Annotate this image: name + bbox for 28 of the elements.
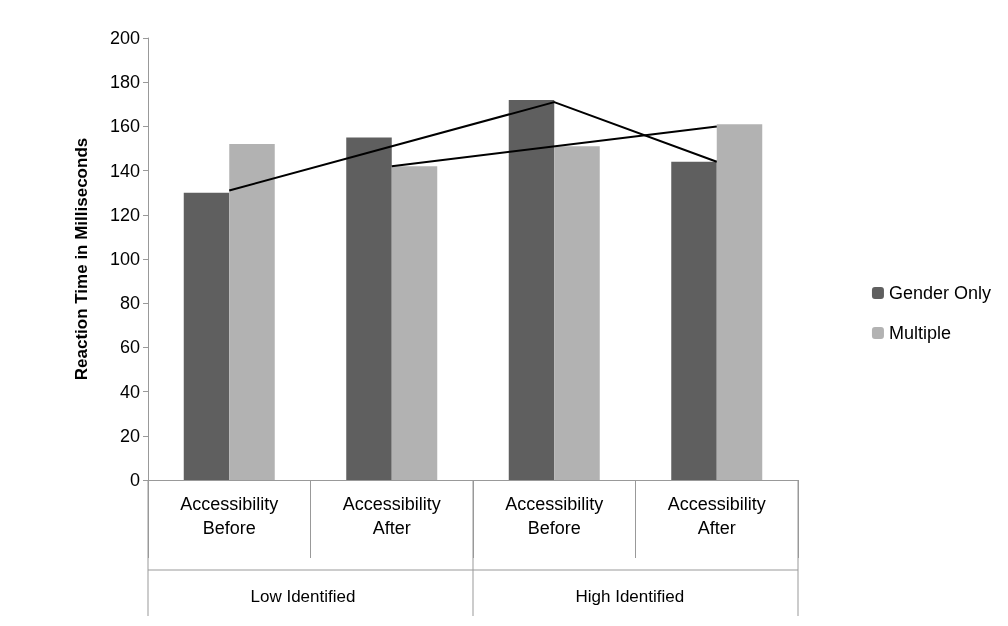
bar [229,144,275,480]
bar [391,166,438,480]
y-tick-label: 200 [109,28,140,48]
legend-label: Multiple [888,323,951,343]
y-tick-label: 120 [109,204,140,225]
bar [716,124,763,480]
y-tick-label: 140 [109,160,140,181]
y-tick-label: 80 [119,293,140,314]
y-tick-label: 160 [109,116,140,137]
text: Low Identified [250,587,356,606]
y-tick-label: 20 [119,425,140,446]
y-tick-label: 100 [109,249,140,269]
x-tick-label: Accessibility After [667,494,766,538]
x-tick-label: Accessibility Before [505,494,604,538]
bar [554,146,600,480]
legend-label: Gender Only [888,283,992,303]
y-tick-label: 180 [109,72,140,93]
bar [508,99,555,480]
bar [671,161,717,480]
x-tick-label: Accessibility After [342,494,441,538]
y-axis-title: Reaction Time in Milliseconds [72,137,91,381]
x-tick-label: Accessibility Before [180,494,279,538]
bar [183,192,230,480]
bar [346,137,392,480]
y-tick-label: 40 [119,381,140,402]
y-tick-label: 60 [119,337,140,358]
text: High Identified [575,587,685,606]
y-tick-label: 0 [129,470,140,490]
